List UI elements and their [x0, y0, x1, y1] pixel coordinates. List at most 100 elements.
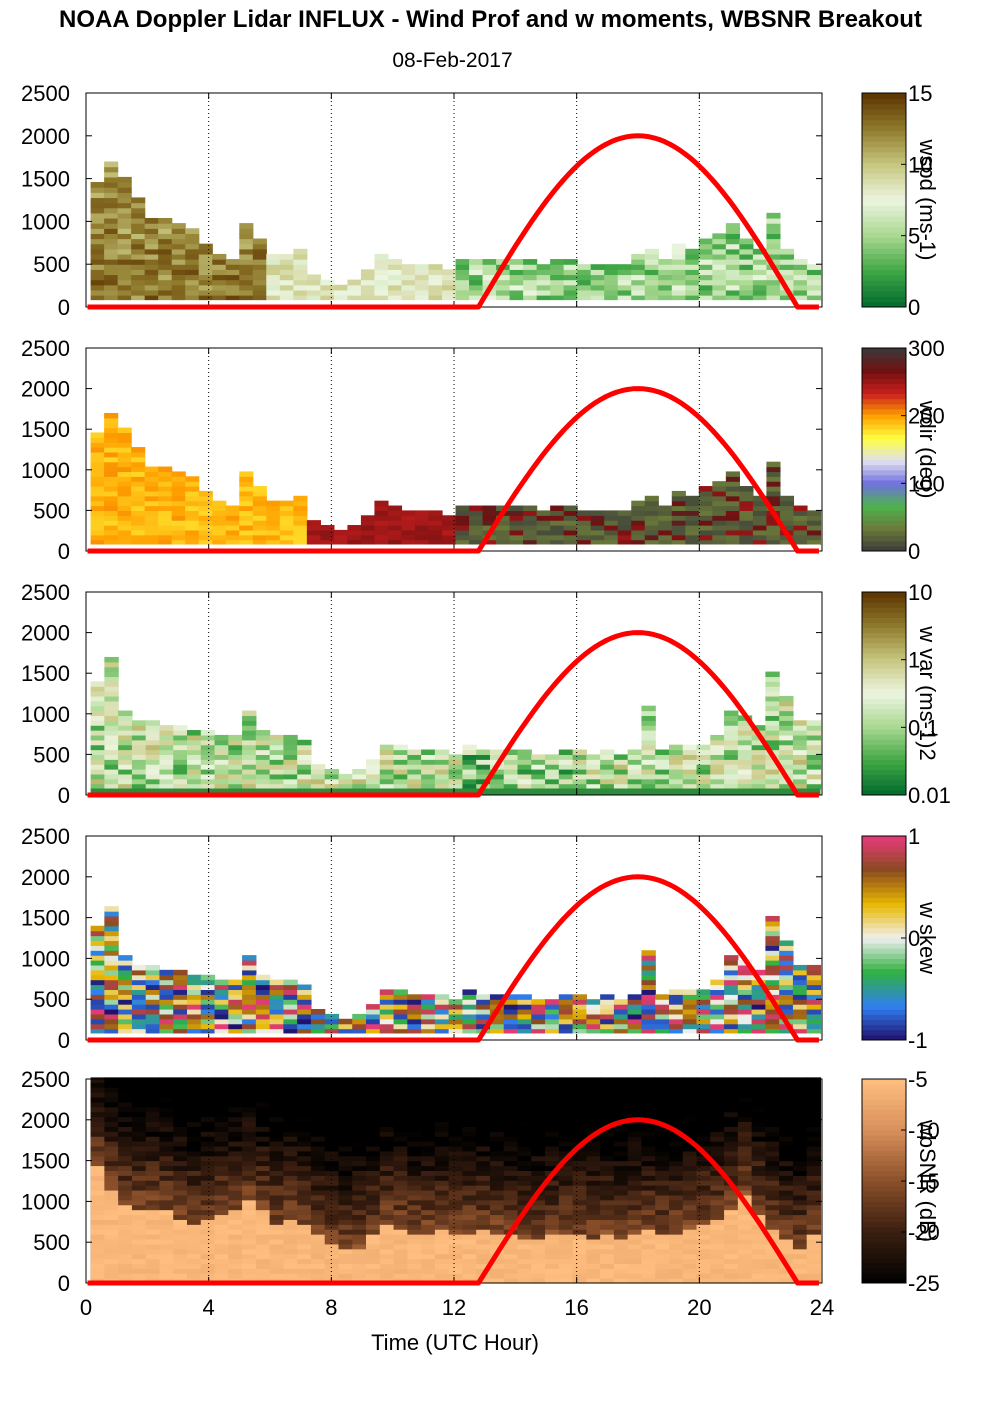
heatmap-cell: [489, 1101, 505, 1108]
heatmap-cell: [503, 1243, 519, 1250]
heatmap-cell: [792, 1160, 808, 1167]
heatmap-cell: [462, 1131, 477, 1137]
heatmap-cell: [668, 1160, 684, 1167]
heatmap-cell: [558, 1165, 574, 1171]
heatmap-cell: [421, 1219, 436, 1225]
heatmap-cell: [131, 1160, 147, 1167]
heatmap-cell: [434, 1165, 450, 1171]
heatmap-cell: [407, 1023, 422, 1030]
heatmap-cell: [806, 269, 822, 276]
heatmap-cell: [752, 264, 768, 270]
heatmap-cell: [173, 1082, 188, 1088]
heatmap-cell: [421, 1150, 436, 1157]
heatmap-cell: [228, 1101, 243, 1108]
heatmap-cell: [338, 1248, 353, 1255]
heatmap-cell: [563, 279, 578, 286]
heatmap-cell: [228, 1087, 243, 1093]
heatmap-cell: [476, 1185, 491, 1191]
heatmap-cell: [806, 744, 822, 751]
heatmap-cell: [545, 1116, 560, 1123]
heatmap-cell: [186, 739, 202, 746]
heatmap-cell: [696, 999, 711, 1005]
heatmap-cell: [737, 1155, 753, 1162]
heatmap-cell: [324, 1082, 340, 1088]
heatmap-cell: [724, 1175, 739, 1181]
heatmap-cell: [489, 1175, 505, 1181]
heatmap-cell: [90, 1263, 105, 1269]
heatmap-cell: [131, 1101, 147, 1108]
heatmap-cell: [655, 1204, 670, 1211]
heatmap-cell: [131, 1175, 147, 1181]
heatmap-cell: [324, 1136, 340, 1142]
heatmap-cell: [338, 1160, 353, 1167]
heatmap-cell: [283, 1092, 298, 1098]
heatmap-cell: [558, 1141, 574, 1147]
heatmap-cell: [228, 764, 243, 770]
heatmap-cell: [668, 1145, 684, 1152]
heatmap-cell: [751, 1175, 766, 1181]
heatmap-cell: [586, 1013, 601, 1020]
heatmap-cell: [698, 520, 713, 526]
heatmap-cell: [710, 1248, 725, 1255]
heatmap-cell: [255, 994, 271, 1000]
heatmap-cell: [117, 269, 132, 276]
heatmap-cell: [696, 1243, 711, 1250]
heatmap-cell: [503, 1253, 519, 1260]
heatmap-cell: [212, 289, 227, 296]
heatmap-cell: [724, 749, 739, 755]
heatmap-cell: [252, 500, 267, 507]
heatmap-cell: [779, 1219, 794, 1225]
heatmap-cell: [239, 539, 254, 546]
heatmap-cell: [806, 1008, 822, 1015]
heatmap-cell: [158, 279, 173, 286]
heatmap-cell: [407, 769, 422, 775]
heatmap-cell: [523, 520, 538, 526]
heatmap-cell: [455, 289, 470, 296]
heatmap-cell: [212, 279, 227, 286]
heatmap-cell: [279, 289, 294, 296]
heatmap-cell: [117, 264, 132, 270]
colorbar-segment: [862, 673, 906, 679]
heatmap-cell: [90, 734, 105, 741]
heatmap-cell: [212, 529, 227, 536]
heatmap-cell: [572, 778, 587, 785]
colorbar-segment: [862, 449, 906, 456]
heatmap-cell: [159, 1150, 174, 1157]
heatmap-cell: [379, 1204, 395, 1211]
heatmap-cell: [806, 1077, 822, 1083]
heatmap-cell: [90, 500, 105, 507]
heatmap-cell: [171, 295, 186, 301]
heatmap-cell: [421, 999, 436, 1005]
heatmap-cell: [186, 1121, 202, 1127]
heatmap-cell: [225, 295, 240, 301]
y-tick-label: 1000: [21, 702, 70, 727]
heatmap-cell: [242, 715, 257, 721]
heatmap-cell: [255, 1204, 271, 1211]
heatmap-cell: [293, 253, 308, 260]
heatmap-cell: [563, 259, 578, 265]
heatmap-cell: [590, 534, 605, 541]
colorbar-segment: [862, 657, 906, 664]
heatmap-cell: [658, 505, 673, 511]
heatmap-cell: [379, 1189, 395, 1196]
heatmap-cell: [393, 1248, 408, 1255]
heatmap-cell: [255, 769, 271, 775]
heatmap-cell: [310, 1145, 326, 1152]
colorbar-segment: [862, 1277, 906, 1284]
heatmap-cell: [793, 534, 808, 541]
heatmap-cell: [462, 1101, 477, 1108]
heatmap-cell: [374, 289, 389, 296]
heatmap-cell: [200, 769, 216, 775]
colorbar-segment: [862, 183, 906, 190]
heatmap-cell: [104, 274, 119, 281]
heatmap-cell: [613, 773, 629, 780]
heatmap-cell: [297, 1077, 312, 1083]
heatmap-cell: [90, 700, 105, 707]
colorbar-segment: [862, 237, 906, 244]
colorbar-segment: [862, 210, 906, 217]
colorbar-segment: [862, 189, 906, 196]
heatmap-cell: [751, 1150, 766, 1157]
colorbar-label: wdir (deg): [915, 400, 940, 499]
heatmap-cell: [641, 1023, 656, 1030]
heatmap-cell: [434, 994, 450, 1000]
